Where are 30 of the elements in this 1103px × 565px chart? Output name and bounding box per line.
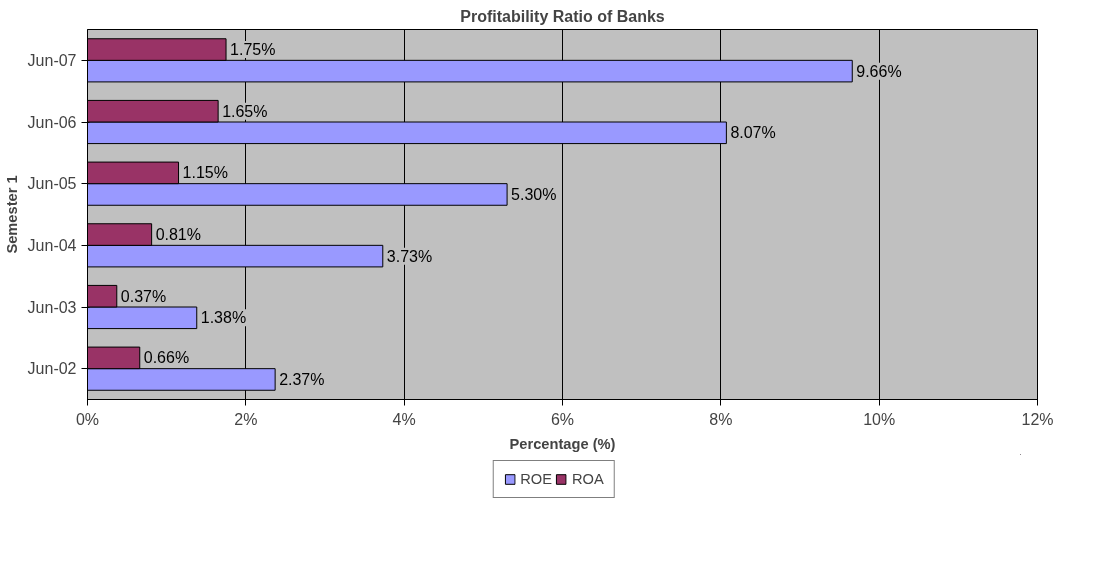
x-tick-label: 4%	[392, 410, 416, 428]
y-tick-label: Jun-06	[27, 113, 77, 131]
x-axis-title: Percentage (%)	[509, 435, 616, 452]
data-label: 9.66%	[856, 62, 902, 80]
data-label: 0.37%	[120, 287, 167, 305]
data-label: 1.15%	[182, 164, 228, 182]
y-tick-label: Jun-03	[27, 298, 77, 316]
y-tick-label: Jun-04	[27, 236, 77, 254]
data-label: 8.07%	[730, 124, 776, 142]
chart-title: Profitability Ratio of Banks	[460, 7, 665, 25]
x-tick-label: 6%	[550, 410, 575, 428]
x-tick-label: 2%	[234, 410, 258, 428]
data-label: 5.30%	[511, 185, 557, 203]
data-label: 0.66%	[143, 349, 190, 367]
data-label: 1.75%	[230, 41, 276, 59]
y-tick-label: Jun-07	[27, 51, 77, 69]
legend-label: ROE	[520, 471, 552, 487]
x-tick-label: 8%	[709, 410, 733, 428]
x-tick-label: 12%	[1021, 410, 1054, 428]
y-tick-label: Jun-02	[27, 360, 77, 378]
y-axis-title: Semester 1	[3, 175, 20, 254]
data-label: 2.37%	[279, 370, 325, 388]
legend-label: ROA	[572, 471, 604, 487]
data-label: 3.73%	[386, 247, 433, 265]
data-label: 0.81%	[155, 226, 201, 244]
x-tick-label: 0%	[75, 410, 100, 428]
data-label: 1.65%	[222, 102, 268, 120]
x-tick-label: 10%	[863, 410, 896, 428]
data-label: 1.38%	[200, 309, 247, 327]
y-tick-label: Jun-05	[27, 175, 77, 193]
